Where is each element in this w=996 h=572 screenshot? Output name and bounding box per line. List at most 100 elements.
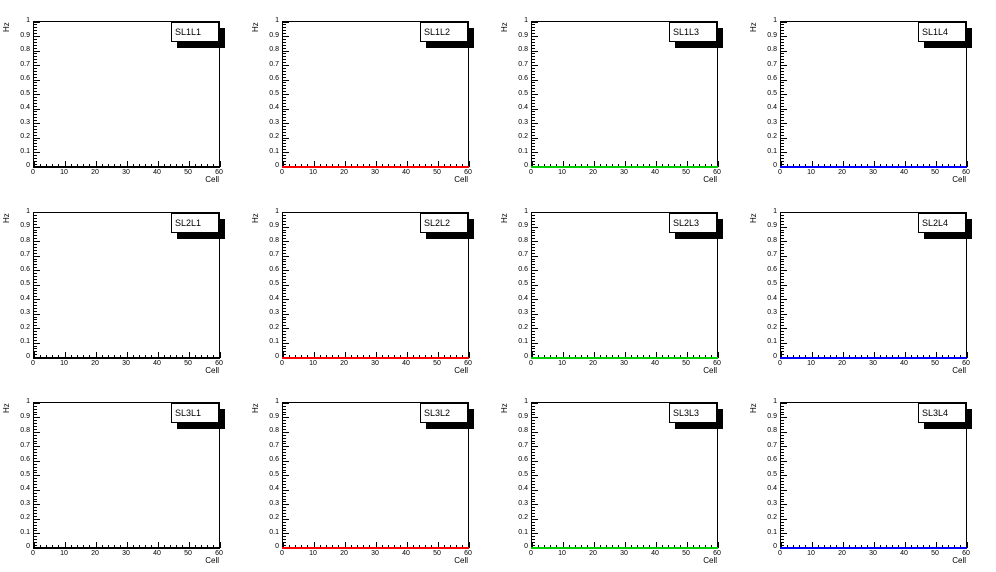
y-minor-tick <box>283 426 286 427</box>
x-tick-label: 60 <box>215 359 223 367</box>
y-minor-tick <box>532 333 535 335</box>
title-box-label: SL2L3 <box>673 217 700 228</box>
y-minor-tick <box>532 302 535 304</box>
y-major-tick <box>34 518 40 520</box>
y-tick-label: 0.3 <box>767 309 777 317</box>
x-minor-tick <box>294 164 296 167</box>
title-box-label: SL2L1 <box>175 217 202 228</box>
x-minor-tick <box>194 354 196 358</box>
y-major-tick <box>532 533 538 535</box>
x-tick-label: 20 <box>91 550 99 558</box>
plot-frame <box>282 21 470 168</box>
y-tick-label: 0.2 <box>518 514 528 522</box>
x-tick-label: 60 <box>962 359 970 367</box>
y-minor-tick <box>781 249 784 251</box>
y-minor-tick <box>34 348 37 350</box>
y-major-tick <box>283 36 289 37</box>
title-box-label: SL1L1 <box>175 27 202 37</box>
y-major-tick <box>532 21 538 23</box>
x-tick-label: 60 <box>215 550 223 558</box>
x-tick-label: 10 <box>558 169 566 176</box>
x-minor-tick <box>151 164 153 167</box>
histogram-line <box>282 547 469 550</box>
y-minor-tick <box>34 478 37 480</box>
x-major-tick <box>873 161 875 167</box>
x-minor-tick <box>854 164 856 167</box>
histogram-line <box>33 547 220 550</box>
x-minor-tick <box>45 164 47 167</box>
y-minor-tick <box>34 428 37 430</box>
x-tick-label: 30 <box>869 550 877 558</box>
y-minor-tick <box>283 27 286 29</box>
x-minor-tick <box>667 545 669 549</box>
y-minor-tick <box>34 463 37 465</box>
y-tick-label: 0 <box>773 543 777 551</box>
y-tick-label: 0.5 <box>767 89 777 97</box>
y-minor-tick <box>781 449 784 451</box>
y-minor-tick <box>532 287 535 289</box>
y-major-tick <box>532 299 538 301</box>
y-minor-tick <box>34 527 37 529</box>
y-tick-label: 0.4 <box>767 485 777 493</box>
y-major-tick <box>781 402 787 404</box>
x-major-tick <box>437 161 439 167</box>
x-minor-tick <box>649 354 651 358</box>
y-major-tick <box>34 123 40 124</box>
y-major-tick <box>532 212 538 214</box>
y-minor-tick <box>283 521 286 523</box>
title-box: SL3L1 <box>171 403 219 424</box>
y-minor-tick <box>781 484 784 485</box>
y-major-tick <box>781 94 787 95</box>
y-minor-tick <box>781 437 784 439</box>
y-minor-tick <box>34 33 37 35</box>
plot-frame <box>33 402 221 550</box>
x-minor-tick <box>45 354 47 358</box>
y-major-tick <box>532 489 538 491</box>
y-tick-label: 0.6 <box>20 265 30 273</box>
x-tick-label: 0 <box>778 550 782 558</box>
y-minor-tick <box>34 486 37 488</box>
plot-frame <box>282 402 470 550</box>
y-minor-tick <box>532 88 535 90</box>
x-minor-tick <box>369 354 371 358</box>
y-minor-tick <box>532 111 535 113</box>
x-minor-tick <box>698 545 700 549</box>
y-minor-tick <box>283 220 286 222</box>
x-major-tick <box>468 542 470 549</box>
y-minor-tick <box>532 339 535 341</box>
x-minor-tick <box>537 545 539 549</box>
x-minor-tick <box>916 545 918 549</box>
y-minor-tick <box>283 501 286 503</box>
x-minor-tick <box>550 545 552 549</box>
x-major-tick <box>64 542 66 549</box>
title-box: SL2L2 <box>420 212 468 233</box>
x-tick-label: 10 <box>807 550 815 558</box>
x-minor-tick <box>836 545 838 549</box>
y-minor-tick <box>34 507 37 509</box>
y-minor-tick <box>532 70 535 72</box>
y-major-tick <box>781 518 787 520</box>
y-major-tick <box>532 460 538 462</box>
y-minor-tick <box>34 88 37 90</box>
x-tick-label: 10 <box>60 169 68 176</box>
x-major-tick <box>282 351 284 358</box>
y-minor-tick <box>532 62 535 64</box>
x-tick-label: 30 <box>371 550 379 558</box>
y-minor-tick <box>532 85 535 87</box>
y-major-tick <box>283 417 289 419</box>
x-minor-tick <box>425 545 427 549</box>
x-tick-label: 50 <box>682 359 690 367</box>
y-minor-tick <box>283 59 286 61</box>
x-minor-tick <box>786 545 788 549</box>
x-major-tick <box>531 542 533 549</box>
y-minor-tick <box>34 217 37 219</box>
x-tick-label: 10 <box>309 550 317 558</box>
y-minor-tick <box>532 345 535 347</box>
y-tick-label: 0.8 <box>269 46 279 53</box>
y-minor-tick <box>283 414 286 416</box>
y-minor-tick <box>532 351 535 353</box>
title-box: SL2L4 <box>918 212 966 233</box>
y-major-tick <box>34 226 40 228</box>
x-minor-tick <box>363 164 365 167</box>
x-minor-tick <box>929 354 931 358</box>
